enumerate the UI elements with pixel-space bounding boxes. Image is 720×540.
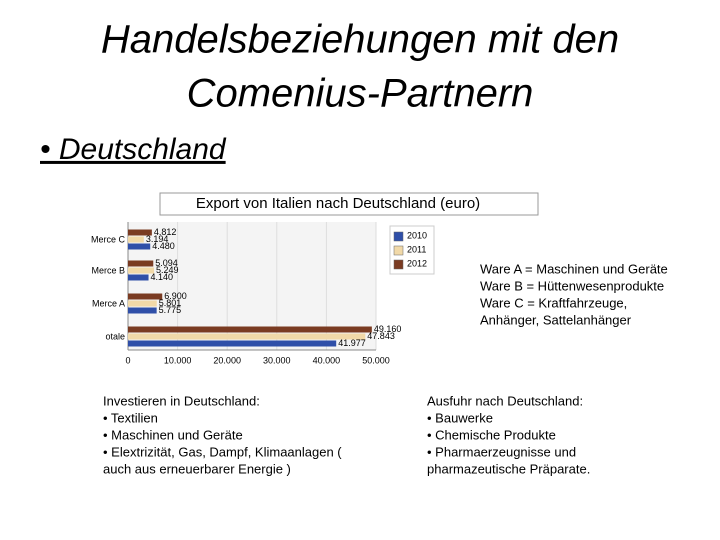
bar: [128, 307, 157, 314]
y-tick-label: Merce A: [92, 298, 125, 308]
y-tick-label: Merce B: [91, 265, 125, 275]
value-label: 3.194: [146, 234, 169, 244]
ware-note: Anhänger, Sattelanhänger: [480, 312, 632, 327]
bar: [128, 293, 163, 300]
bar: [128, 267, 155, 274]
slide-title: Handelsbeziehungen mit den: [101, 18, 619, 62]
value-label: 47.843: [367, 331, 395, 341]
value-label: 4.480: [152, 241, 175, 251]
invest-text: Investieren in Deutschland:: [103, 393, 260, 408]
legend-label: 2010: [407, 230, 427, 240]
export-text: • Chemische Produkte: [427, 427, 556, 442]
x-tick-label: 0: [125, 355, 130, 365]
x-tick-label: 50.000: [362, 355, 390, 365]
invest-text: auch aus erneuerbarer Energie ): [103, 461, 291, 476]
chart-title: Export von Italien nach Deutschland (eur…: [196, 195, 480, 212]
ware-note: Ware C = Kraftfahrzeuge,: [480, 295, 627, 310]
value-label: 5.801: [159, 298, 182, 308]
x-tick-label: 30.000: [263, 355, 291, 365]
invest-text: • Elextrizität, Gas, Dampf, Klimaanlagen…: [103, 444, 342, 459]
legend-swatch: [393, 259, 404, 270]
bar: [128, 243, 151, 250]
export-text: • Pharmaerzeugnisse und: [427, 444, 576, 459]
bar: [128, 260, 154, 267]
bullet: • Deutschland: [40, 133, 227, 166]
invest-text: • Textilien: [103, 410, 158, 425]
invest-text: • Maschinen und Geräte: [103, 427, 243, 442]
export-text: • Bauwerke: [427, 410, 493, 425]
export-text: Ausfuhr nach Deutschland:: [427, 393, 583, 408]
bar: [128, 274, 149, 281]
legend-label: 2011: [407, 244, 426, 254]
chart-title-box: [159, 192, 539, 216]
value-label: 5.094: [155, 258, 178, 268]
value-label: 49.160: [374, 324, 402, 334]
y-tick-label: Merce C: [91, 234, 126, 244]
legend-swatch: [393, 231, 404, 242]
bar: [128, 229, 152, 236]
value-label: 5.775: [159, 305, 182, 315]
x-tick-label: 10.000: [164, 355, 192, 365]
x-tick-label: 20.000: [213, 355, 241, 365]
bar: [128, 236, 144, 243]
bar: [128, 333, 366, 340]
slide-title: Comenius-Partnern: [187, 72, 534, 116]
value-label: 4.140: [151, 272, 174, 282]
value-label: 6.900: [164, 291, 187, 301]
legend-swatch: [393, 245, 404, 256]
legend-label: 2012: [407, 258, 427, 268]
ware-note: Ware A = Maschinen und Geräte: [480, 261, 668, 276]
bar: [128, 340, 337, 347]
value-label: 5.249: [156, 265, 179, 275]
value-label: 4.812: [154, 227, 177, 237]
bar: [128, 300, 157, 307]
x-tick-label: 40.000: [313, 355, 341, 365]
bar: [128, 326, 372, 333]
export-text: pharmazeutische Präparate.: [427, 461, 590, 476]
ware-note: Ware B = Hüttenwesenprodukte: [480, 278, 664, 293]
y-tick-label: otale: [105, 331, 125, 341]
value-label: 41.977: [338, 338, 366, 348]
